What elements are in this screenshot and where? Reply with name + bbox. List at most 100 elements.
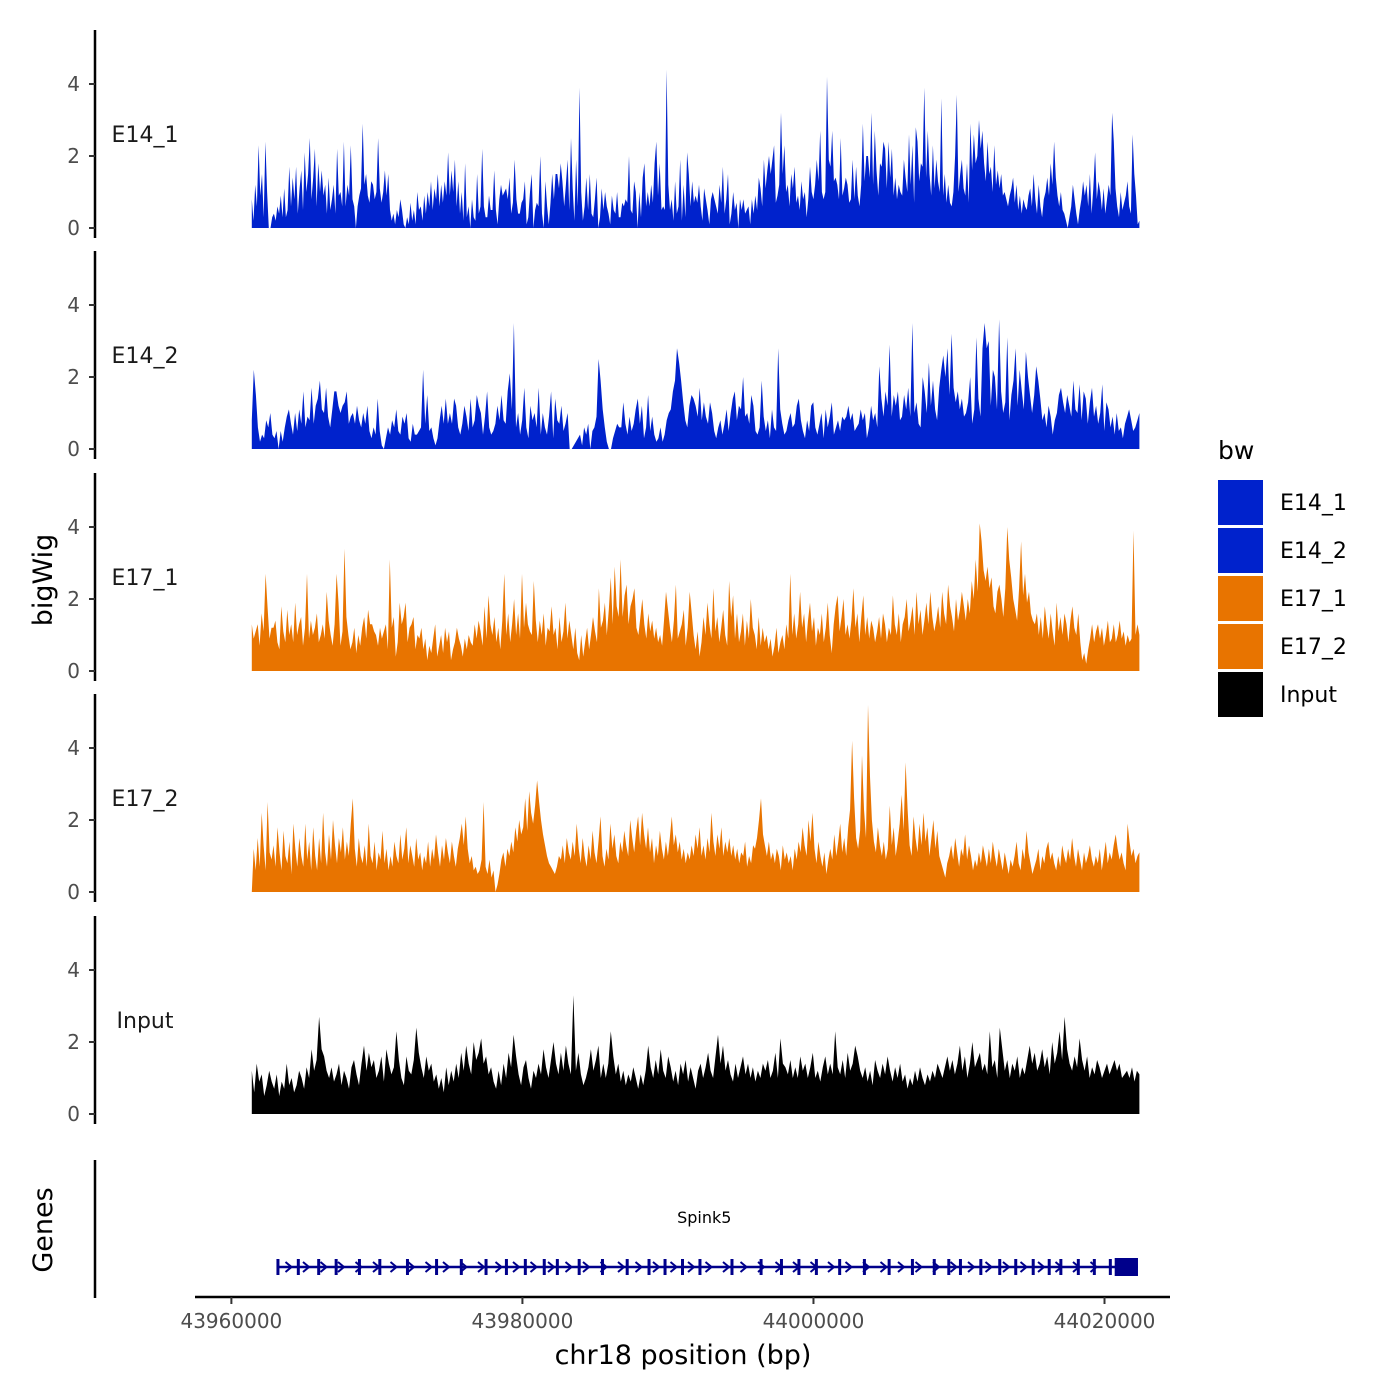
legend-swatch (1218, 672, 1263, 717)
track-label: E14_2 (112, 344, 179, 369)
track-label: E17_1 (112, 566, 179, 591)
gene-exon (1047, 1259, 1051, 1275)
gene-exon (979, 1259, 983, 1275)
gene-exon (779, 1259, 783, 1275)
strand-arrow (1002, 1261, 1011, 1273)
gene-exon (698, 1259, 702, 1275)
legend: bw E14_1 E14_2 E17_1 E17_2 Input (1218, 436, 1347, 717)
strand-arrow (389, 1261, 399, 1273)
strand-arrow (652, 1261, 661, 1273)
strand-arrow (1089, 1261, 1099, 1273)
gene-utr (1114, 1258, 1138, 1276)
y-tick-label: 0 (67, 880, 80, 904)
gene-exon (334, 1259, 338, 1275)
gene-label: Spink5 (677, 1208, 731, 1227)
gene-track: Spink5 (93, 1160, 1138, 1298)
gene-exon (504, 1259, 508, 1275)
gene-exon (947, 1259, 951, 1275)
gene-exon (862, 1259, 866, 1275)
gene-exon (910, 1259, 914, 1275)
strand-arrow (442, 1261, 451, 1273)
gene-exon (523, 1259, 527, 1275)
legend-swatch (1218, 624, 1263, 669)
x-tick-label: 44020000 (1054, 1309, 1156, 1333)
strand-arrow (704, 1261, 714, 1273)
strand-arrow (669, 1261, 679, 1273)
y-tick-label: 4 (67, 293, 80, 317)
gene-exon (435, 1259, 439, 1275)
track-E14_2: 0 2 4 E14_2 (67, 251, 1140, 461)
gene-exon (814, 1259, 818, 1275)
strand-arrow (617, 1261, 626, 1273)
legend-label: Input (1280, 683, 1337, 708)
gene-exon (663, 1259, 667, 1275)
track-E17_1: 0 2 4 E17_1 (67, 473, 1140, 683)
strand-arrow (984, 1261, 994, 1273)
gene-exon (647, 1259, 651, 1275)
strand-arrow (302, 1261, 311, 1273)
gene-exon (681, 1259, 684, 1275)
gene-exon (276, 1259, 280, 1275)
y-tick-label: 4 (67, 72, 80, 96)
legend-label: E14_2 (1280, 539, 1347, 564)
strand-arrow (914, 1261, 924, 1273)
signal-area-E14_1 (251, 69, 1140, 228)
gene-exon (1092, 1259, 1096, 1275)
y-tick-label: 2 (67, 1030, 80, 1054)
legend-swatch (1218, 528, 1263, 573)
track-E14_1: 0 2 4 E14_1 (67, 30, 1140, 240)
strand-arrow (582, 1261, 591, 1273)
x-tick-label: 44000000 (763, 1309, 865, 1333)
gene-exon (600, 1259, 604, 1275)
strand-arrow (1019, 1261, 1029, 1273)
gene-exon (797, 1259, 801, 1275)
x-axis: 43960000 43980000 44000000 44020000 (180, 1295, 1170, 1333)
gene-exon (932, 1259, 936, 1275)
y-tick-label: 2 (67, 144, 80, 168)
strand-arrow (1037, 1261, 1046, 1273)
strand-arrow (337, 1261, 346, 1273)
signal-tracks: 0 2 4 E14_1 0 2 4 E14_2 0 2 4 E17_1 0 2 4 E17_2 0 2 4 Input (67, 30, 1140, 1126)
strand-arrow (354, 1261, 364, 1273)
strand-arrow (529, 1261, 539, 1273)
signal-area-Input (251, 995, 1140, 1114)
y-tick-label: 4 (67, 736, 80, 760)
y-tick-label: 2 (67, 808, 80, 832)
gene-exon (459, 1259, 463, 1275)
signal-area-E17_2 (251, 704, 1140, 892)
strand-arrow (319, 1261, 329, 1273)
gene-exon (484, 1259, 488, 1275)
legend-title: bw (1218, 436, 1254, 465)
gene-exon (317, 1259, 321, 1275)
strand-arrow (722, 1261, 731, 1273)
y-tick-label: 0 (67, 659, 80, 683)
gene-exon (1059, 1259, 1063, 1275)
gene-exon (542, 1259, 546, 1275)
gene-exon (998, 1259, 1002, 1275)
legend-label: E17_1 (1280, 587, 1347, 612)
y-tick-label: 4 (67, 958, 80, 982)
gene-exon (759, 1259, 763, 1275)
strand-arrow (687, 1261, 696, 1273)
x-axis-title: chr18 position (bp) (555, 1340, 812, 1371)
gene-exon (577, 1259, 581, 1275)
strand-arrow (564, 1261, 574, 1273)
y-tick-label: 4 (67, 515, 80, 539)
gene-exon (838, 1259, 842, 1275)
track-Input: 0 2 4 Input (67, 916, 1140, 1126)
y-tick-label: 0 (67, 437, 80, 461)
gene-exon (958, 1259, 962, 1275)
strand-arrow (827, 1261, 836, 1273)
gene-exon (296, 1259, 300, 1275)
gene-exon (378, 1259, 382, 1275)
gene-exon (357, 1259, 361, 1275)
legend-swatch (1218, 480, 1263, 525)
y-tick-label: 2 (67, 365, 80, 389)
gene-exon (1108, 1259, 1112, 1275)
strand-arrow (897, 1261, 906, 1273)
track-label: E17_2 (112, 787, 179, 812)
x-tick-label: 43960000 (180, 1309, 282, 1333)
strand-arrow (494, 1261, 504, 1273)
track-label: Input (117, 1009, 174, 1034)
